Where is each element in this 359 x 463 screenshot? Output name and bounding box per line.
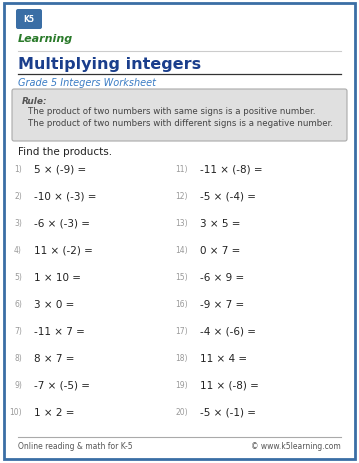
- Text: 20): 20): [176, 407, 188, 416]
- Text: Multiplying integers: Multiplying integers: [18, 57, 201, 72]
- Text: 8): 8): [14, 353, 22, 362]
- Text: 3 × 5 =: 3 × 5 =: [200, 219, 241, 229]
- Text: -7 × (-5) =: -7 × (-5) =: [34, 380, 90, 390]
- Text: 9): 9): [14, 380, 22, 389]
- Text: -11 × 7 =: -11 × 7 =: [34, 326, 85, 336]
- Text: -5 × (-1) =: -5 × (-1) =: [200, 407, 256, 417]
- Text: 4): 4): [14, 245, 22, 255]
- Text: 2): 2): [14, 192, 22, 200]
- Text: 14): 14): [176, 245, 188, 255]
- Text: Online reading & math for K-5: Online reading & math for K-5: [18, 441, 132, 450]
- Text: 3): 3): [14, 219, 22, 227]
- Text: Rule:: Rule:: [22, 97, 48, 106]
- Text: 11): 11): [176, 165, 188, 174]
- FancyBboxPatch shape: [12, 90, 347, 142]
- Text: 17): 17): [176, 326, 188, 335]
- Text: 13): 13): [176, 219, 188, 227]
- Text: 6): 6): [14, 300, 22, 308]
- FancyBboxPatch shape: [4, 4, 355, 459]
- Text: K5: K5: [23, 15, 34, 25]
- Text: 5): 5): [14, 272, 22, 282]
- Text: 11 × (-2) =: 11 × (-2) =: [34, 245, 93, 256]
- Text: 18): 18): [176, 353, 188, 362]
- Text: -5 × (-4) =: -5 × (-4) =: [200, 192, 256, 201]
- FancyBboxPatch shape: [16, 10, 42, 30]
- Text: 11 × (-8) =: 11 × (-8) =: [200, 380, 259, 390]
- Text: 16): 16): [176, 300, 188, 308]
- Text: 12): 12): [176, 192, 188, 200]
- Text: 3 × 0 =: 3 × 0 =: [34, 300, 74, 309]
- Text: -11 × (-8) =: -11 × (-8) =: [200, 165, 263, 175]
- Text: 1 × 2 =: 1 × 2 =: [34, 407, 75, 417]
- Text: 19): 19): [176, 380, 188, 389]
- Text: 1): 1): [14, 165, 22, 174]
- Text: 0 × 7 =: 0 × 7 =: [200, 245, 241, 256]
- Text: -9 × 7 =: -9 × 7 =: [200, 300, 244, 309]
- Text: 15): 15): [176, 272, 188, 282]
- Text: Learning: Learning: [18, 34, 73, 44]
- Text: Find the products.: Find the products.: [18, 147, 112, 156]
- Text: 10): 10): [9, 407, 22, 416]
- Text: The product of two numbers with same signs is a positive number.: The product of two numbers with same sig…: [28, 107, 316, 116]
- Text: 1 × 10 =: 1 × 10 =: [34, 272, 81, 282]
- Text: 11 × 4 =: 11 × 4 =: [200, 353, 247, 363]
- Text: -10 × (-3) =: -10 × (-3) =: [34, 192, 97, 201]
- Text: 5 × (-9) =: 5 × (-9) =: [34, 165, 86, 175]
- Text: 8 × 7 =: 8 × 7 =: [34, 353, 75, 363]
- Text: © www.k5learning.com: © www.k5learning.com: [251, 441, 341, 450]
- Text: The product of two numbers with different signs is a negative number.: The product of two numbers with differen…: [28, 119, 333, 128]
- Text: -6 × (-3) =: -6 × (-3) =: [34, 219, 90, 229]
- Text: Grade 5 Integers Worksheet: Grade 5 Integers Worksheet: [18, 78, 156, 88]
- Text: 7): 7): [14, 326, 22, 335]
- Text: -4 × (-6) =: -4 × (-6) =: [200, 326, 256, 336]
- Text: -6 × 9 =: -6 × 9 =: [200, 272, 244, 282]
